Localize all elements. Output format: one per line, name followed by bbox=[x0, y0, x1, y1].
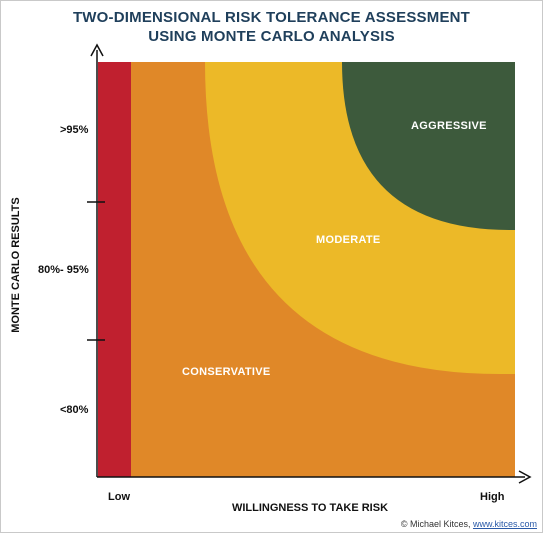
y-tick-label-mid: 80%- 95% bbox=[38, 264, 89, 276]
aggressive-region bbox=[342, 62, 515, 230]
x-tick-label-low: Low bbox=[108, 491, 130, 503]
moderate-label: MODERATE bbox=[316, 234, 381, 246]
y-tick-label-low: <80% bbox=[60, 404, 89, 416]
y-axis-label-wrapper: MONTE CARLO RESULTS bbox=[8, 197, 24, 333]
x-tick-label-high: High bbox=[480, 491, 505, 503]
chart-title-line-1: TWO-DIMENSIONAL RISK TOLERANCE ASSESSMEN… bbox=[72, 9, 471, 26]
credit-line: © Michael Kitces, www.kitces.com bbox=[401, 519, 537, 529]
y-axis-arrow bbox=[90, 43, 104, 57]
chart-title-line-2: USING MONTE CARLO ANALYSIS bbox=[148, 28, 395, 45]
credit-text: © Michael Kitces, bbox=[400, 519, 473, 529]
credit-link[interactable]: www.kitces.com bbox=[472, 519, 537, 529]
y-axis-label: MONTE CARLO RESULTS bbox=[10, 197, 22, 333]
conservative-label: CONSERVATIVE bbox=[182, 366, 271, 378]
x-axis-label: WILLINGNESS TO TAKE RISK bbox=[231, 502, 389, 514]
x-axis-arrow bbox=[518, 470, 532, 484]
aggressive-label: AGGRESSIVE bbox=[411, 120, 487, 132]
y-tick-label-high: >95% bbox=[60, 124, 89, 136]
low-risk-band bbox=[98, 62, 131, 477]
